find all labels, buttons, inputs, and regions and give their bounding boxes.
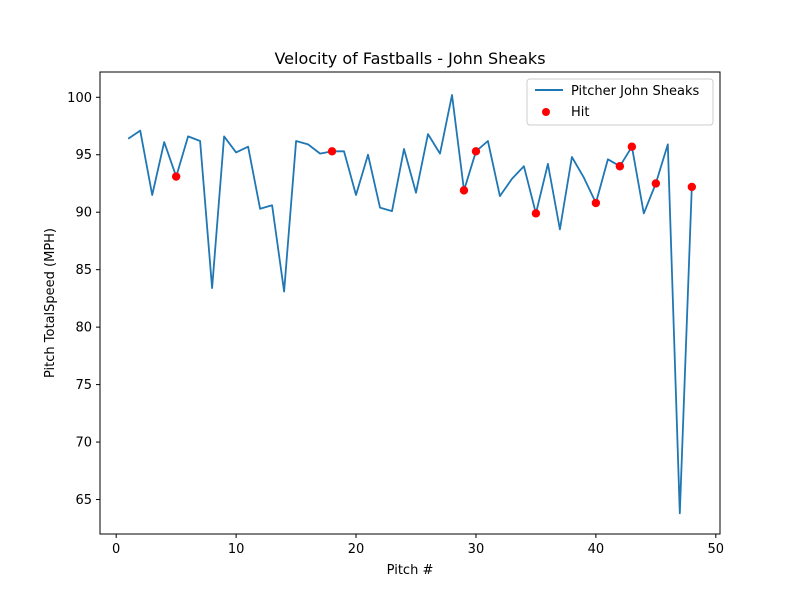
hit-point [591, 198, 601, 208]
legend-frame [526, 78, 714, 126]
hit-point [615, 162, 625, 171]
legend-label-pitcher: Pitcher John Sheaks [571, 84, 700, 99]
y-tick-label: 95 [75, 148, 92, 163]
y-tick-label: 65 [75, 493, 92, 508]
y-tick-label: 90 [75, 206, 92, 221]
hit-point [171, 172, 181, 181]
x-tick-label: 30 [468, 542, 485, 557]
y-tick-label: 75 [75, 378, 92, 393]
x-tick-label: 10 [228, 542, 245, 557]
y-tick-label: 80 [75, 321, 92, 336]
x-tick-label: 40 [588, 542, 605, 557]
legend-label-hit: Hit [571, 105, 589, 120]
hit-point [327, 147, 337, 156]
hit-point [687, 182, 697, 192]
chart-title: Velocity of Fastballs - John Sheaks [274, 49, 545, 68]
hit-point [627, 142, 637, 151]
hit-point [471, 147, 481, 156]
x-axis-label: Pitch # [387, 563, 434, 578]
hit-point [459, 186, 469, 195]
x-tick-label: 0 [112, 542, 120, 557]
x-tick-label: 20 [348, 542, 365, 557]
y-axis-label: Pitch TotalSpeed (MPH) [43, 228, 58, 378]
y-tick-label: 70 [75, 436, 92, 451]
hit-point [531, 209, 541, 218]
plot-area: 0 10 20 30 40 50 65 70 75 80 85 90 95 100 [67, 71, 725, 557]
y-tick-label: 100 [67, 91, 92, 106]
x-tick-label: 50 [708, 542, 725, 557]
axes-frame [99, 71, 721, 535]
hit-point [651, 179, 661, 188]
legend-hit-swatch [542, 108, 550, 116]
legend: Pitcher John Sheaks Hit [526, 78, 714, 126]
y-tick-label: 85 [75, 263, 92, 278]
series-line-pitcher [127, 94, 693, 515]
